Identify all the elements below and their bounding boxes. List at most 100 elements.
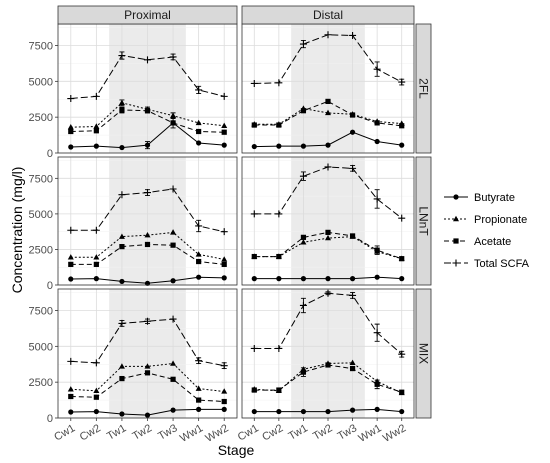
strip-background: [57, 5, 238, 25]
propionate-point: [118, 233, 125, 239]
y-tick-label: 2500: [29, 244, 53, 256]
butyrate-point: [93, 276, 99, 282]
column-strip-proximal: Proximal: [57, 5, 238, 25]
acetate-point: [119, 244, 125, 250]
total-scfa-point: [275, 79, 283, 87]
acetate-point: [221, 129, 227, 135]
butyrate-point: [68, 409, 74, 415]
butyrate-point: [325, 276, 331, 282]
legend-marker: [453, 238, 459, 244]
butyrate-point: [276, 276, 282, 282]
legend-label: Total SCFA: [474, 258, 530, 270]
butyrate-point: [119, 411, 125, 417]
acetate-point: [251, 122, 257, 128]
butyrate-point: [300, 276, 307, 282]
total-scfa-point: [398, 78, 406, 86]
legend-item-total-scfa: Total SCFA: [444, 258, 530, 270]
butyrate-point: [221, 406, 227, 412]
strip-background: [415, 156, 432, 286]
butyrate-point: [276, 408, 282, 415]
acetate-point: [196, 397, 202, 403]
acetate-point: [144, 108, 151, 114]
strip-background: [241, 5, 415, 25]
series-butyrate: [68, 406, 227, 418]
y-tick-label: 7500: [29, 173, 53, 185]
propionate-point: [170, 112, 177, 118]
legend-item-propionate: Propionate: [444, 214, 527, 226]
butyrate-point: [399, 408, 405, 415]
total-scfa-point: [349, 31, 357, 39]
total-scfa-point: [92, 92, 100, 100]
total-scfa-point: [299, 40, 307, 48]
acetate-point: [251, 387, 257, 393]
x-tick-label: Tw1: [105, 422, 128, 442]
x-tick-label: Cw2: [78, 422, 103, 443]
y-tick-label: 0: [47, 280, 53, 292]
butyrate-point: [170, 407, 176, 413]
total-scfa-point: [144, 317, 151, 325]
acetate-point: [399, 256, 405, 262]
propionate-point: [67, 254, 74, 260]
legend-label: Propionate: [474, 214, 527, 226]
butyrate-point: [144, 280, 151, 286]
panel-2fl-proximal: [57, 23, 238, 154]
total-scfa-point: [220, 92, 228, 100]
propionate-point: [144, 363, 151, 369]
total-scfa-point: [324, 31, 332, 39]
total-scfa-point: [220, 362, 228, 370]
panels-layer: [57, 23, 415, 419]
butyrate-point: [196, 274, 202, 280]
acetate-point: [144, 370, 151, 376]
butyrate-point: [300, 143, 307, 149]
y-tick-label: 0: [47, 413, 53, 425]
y-tick-label: 0: [47, 148, 53, 160]
x-tick-label: Cw2: [260, 422, 285, 443]
panel-mix-proximal: [57, 288, 238, 419]
series-butyrate: [251, 406, 405, 415]
series-total-scfa: [250, 163, 406, 222]
propionate-point: [93, 387, 100, 393]
acetate-point: [300, 369, 307, 375]
propionate-point: [118, 99, 125, 106]
total-scfa-point: [349, 164, 357, 172]
total-scfa-point: [144, 189, 151, 197]
acetate-point: [374, 381, 380, 387]
total-scfa-point: [373, 65, 381, 73]
butyrate-point: [170, 278, 176, 284]
propionate-point: [325, 234, 331, 241]
legend-label: Butyrate: [474, 192, 515, 204]
propionate-point: [221, 122, 228, 128]
butyrate-point: [300, 408, 307, 415]
total-scfa-point: [275, 210, 283, 218]
acetate-point: [196, 128, 202, 135]
y-tick-label: 5000: [29, 209, 53, 221]
total-scfa-point: [195, 86, 203, 94]
butyrate-point: [251, 276, 257, 282]
y-tick-label: 2500: [29, 112, 53, 124]
acetate-point: [276, 122, 282, 128]
total-scfa-point: [373, 195, 381, 203]
x-tick-label: Ww2: [381, 422, 408, 445]
x-tick-label: Tw2: [131, 422, 154, 442]
panel-border: [57, 156, 238, 286]
acetate-point: [399, 389, 405, 395]
series-acetate: [68, 370, 227, 405]
total-scfa-point: [169, 315, 177, 323]
acetate-point: [300, 108, 307, 114]
series-total-scfa: [67, 315, 228, 370]
row-strip-lnnt: LNnT: [415, 156, 432, 286]
series-acetate: [251, 229, 405, 262]
total-scfa-point: [324, 163, 332, 171]
propionate-point: [221, 256, 228, 262]
total-scfa-point: [299, 172, 307, 180]
propionate-point: [349, 359, 356, 366]
propionate-point: [93, 254, 100, 260]
series-acetate: [251, 98, 405, 129]
butyrate-point: [251, 408, 257, 415]
total-scfa-point: [118, 191, 126, 199]
acetate-point: [196, 258, 202, 265]
total-scfa-point: [398, 214, 406, 222]
legend-item-butyrate: Butyrate: [444, 192, 515, 204]
total-scfa-point: [349, 291, 357, 299]
butyrate-point: [349, 407, 356, 413]
